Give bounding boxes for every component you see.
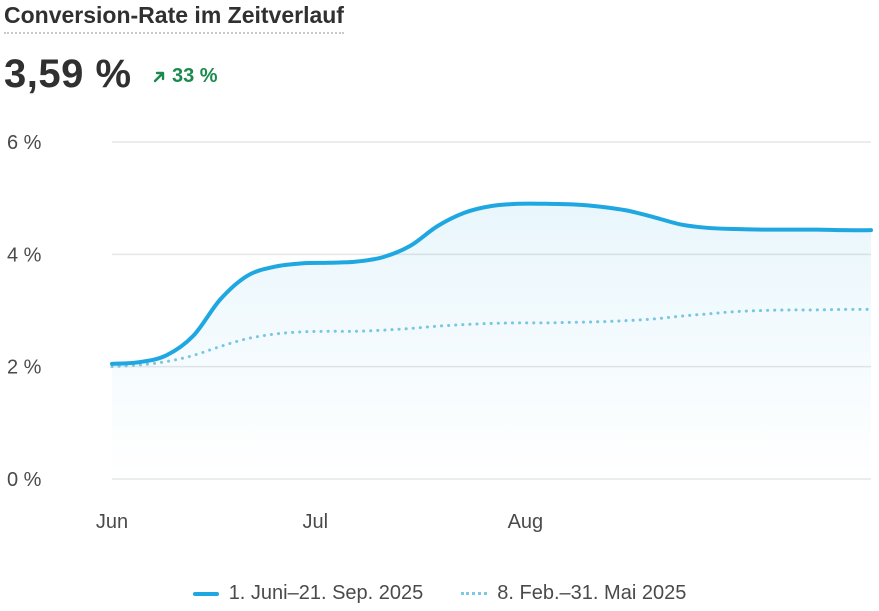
delta-badge: 33 % xyxy=(152,65,218,88)
legend-label-current: 1. Juni–21. Sep. 2025 xyxy=(228,582,424,604)
legend-label-previous: 8. Feb.–31. Mai 2025 xyxy=(497,582,687,604)
y-tick-label: 0 % xyxy=(7,469,42,491)
legend-item-current[interactable]: 1. Juni–21. Sep. 2025 xyxy=(192,582,424,605)
y-axis: 0 % 2 % 4 % 6 % xyxy=(7,132,42,491)
legend-swatch-dotted xyxy=(461,592,488,595)
line-chart: 0 % 2 % 4 % 6 % Jun Jul Aug xyxy=(7,132,873,533)
arrow-up-right-icon xyxy=(153,71,165,82)
delta-value: 33 % xyxy=(172,65,218,87)
x-tick-label: Aug xyxy=(508,511,544,533)
series-line-current xyxy=(110,201,873,366)
y-tick-label: 4 % xyxy=(7,244,42,266)
kpi-value: 3,59 % xyxy=(4,52,132,96)
y-tick-label: 2 % xyxy=(7,357,42,379)
chart-title[interactable]: Conversion-Rate im Zeitverlauf xyxy=(4,2,344,34)
legend: 1. Juni–21. Sep. 2025 8. Feb.–31. Mai 20… xyxy=(0,582,879,605)
series xyxy=(110,201,873,479)
x-tick-label: Jun xyxy=(96,511,128,533)
y-tick-label: 6 % xyxy=(7,132,42,154)
legend-swatch-solid xyxy=(192,591,219,596)
series-area-current xyxy=(112,203,871,479)
x-tick-label: Jul xyxy=(303,511,329,533)
legend-item-previous[interactable]: 8. Feb.–31. Mai 2025 xyxy=(461,582,686,605)
x-axis: Jun Jul Aug xyxy=(96,511,543,533)
